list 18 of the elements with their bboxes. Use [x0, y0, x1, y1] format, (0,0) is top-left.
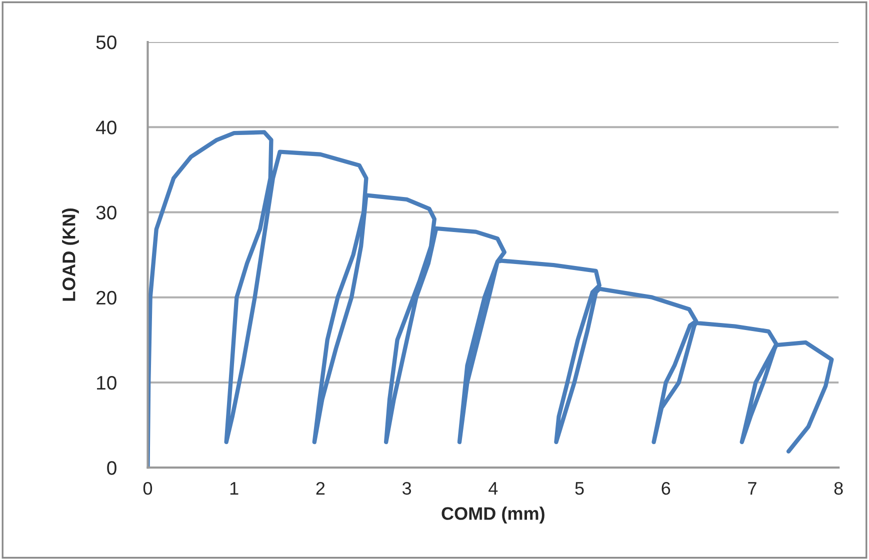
x-tick-label: 0: [143, 482, 152, 495]
x-tick-label: 7: [748, 482, 756, 495]
x-tick-label: 2: [316, 482, 325, 495]
y-tick-label: 10: [97, 376, 116, 390]
x-tick-label: 8: [834, 482, 843, 495]
line-series: [148, 130, 834, 468]
y-tick-label: 0: [107, 461, 116, 475]
x-tick-label: 1: [230, 482, 238, 495]
x-tick-label: 3: [402, 482, 412, 495]
y-tick-label: 40: [96, 120, 116, 134]
y-axis-title: LOAD (KN): [62, 208, 79, 301]
y-tick-label: 20: [96, 290, 116, 305]
y-tick-label: 50: [96, 35, 116, 50]
x-tick-label: 4: [488, 482, 498, 495]
x-axis-title: COMD (mm): [442, 506, 544, 524]
x-tick-label: 6: [662, 482, 670, 495]
y-tick-label: 30: [96, 206, 116, 220]
x-tick-label: 5: [575, 482, 584, 495]
